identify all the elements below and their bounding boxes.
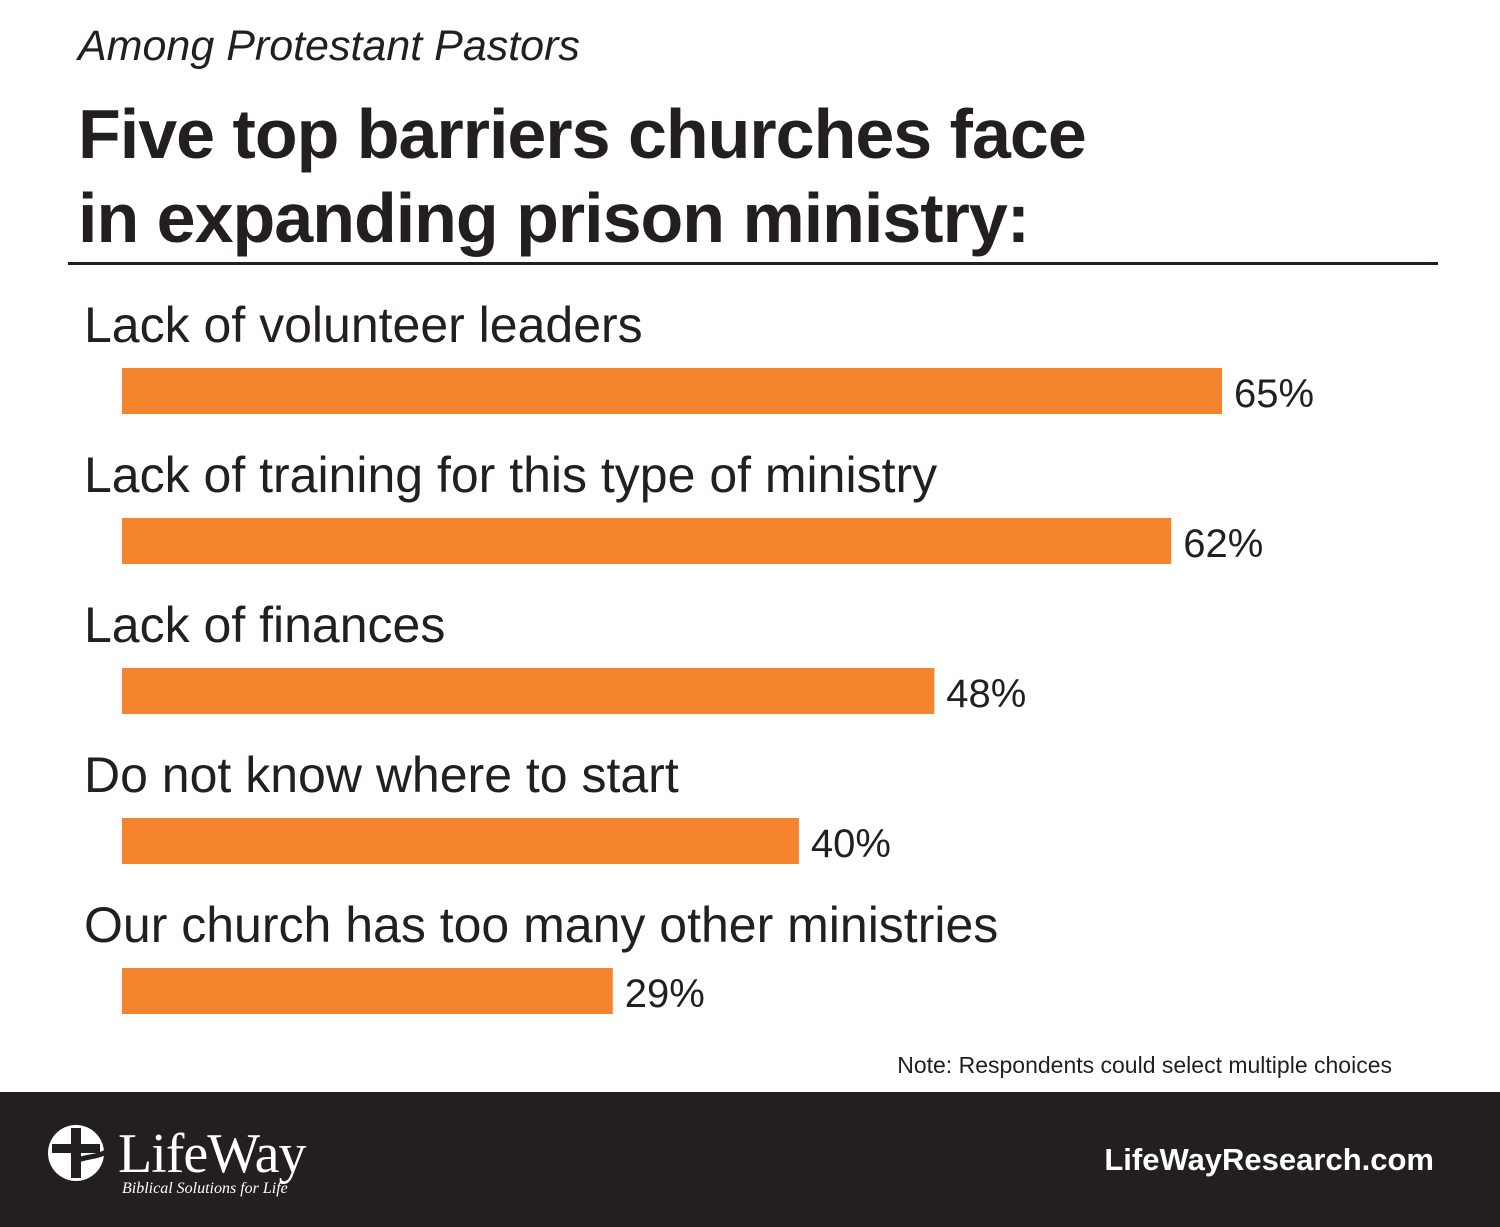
- cross-circle-icon: [48, 1125, 108, 1181]
- title-line-1: Five top barriers churches face: [78, 95, 1087, 173]
- chart-subtitle: Among Protestant Pastors: [78, 22, 580, 70]
- bar: [122, 968, 613, 1014]
- bar: [122, 368, 1222, 414]
- logo-tagline: Biblical Solutions for Life: [122, 1180, 288, 1197]
- category-label: Lack of training for this type of minist…: [84, 447, 937, 503]
- title-divider: [68, 262, 1438, 265]
- category-label: Lack of volunteer leaders: [84, 297, 643, 353]
- website-link[interactable]: LifeWayResearch.com: [1104, 1142, 1434, 1177]
- value-label: 65%: [1234, 372, 1314, 416]
- footer-bar: LifeWay Biblical Solutions for Life Life…: [0, 1092, 1500, 1227]
- footnote: Note: Respondents could select multiple …: [897, 1052, 1392, 1078]
- value-label: 40%: [811, 822, 891, 866]
- value-label: 48%: [946, 672, 1026, 716]
- bar: [122, 668, 935, 714]
- logo-wordmark: LifeWay: [118, 1123, 306, 1185]
- title-line-2: in expanding prison ministry:: [78, 179, 1030, 257]
- chart-title: Five top barriers churches face in expan…: [78, 92, 1378, 260]
- category-label: Do not know where to start: [84, 747, 679, 803]
- value-label: 29%: [625, 972, 705, 1016]
- bar: [122, 518, 1172, 564]
- category-label: Our church has too many other ministries: [84, 897, 998, 953]
- bar-chart: Lack of volunteer leaders 65% Lack of trai…: [84, 297, 1314, 1016]
- category-label: Lack of finances: [84, 597, 445, 653]
- bar: [122, 818, 799, 864]
- value-label: 62%: [1183, 522, 1263, 566]
- lifeway-logo[interactable]: LifeWay Biblical Solutions for Life: [44, 1122, 344, 1202]
